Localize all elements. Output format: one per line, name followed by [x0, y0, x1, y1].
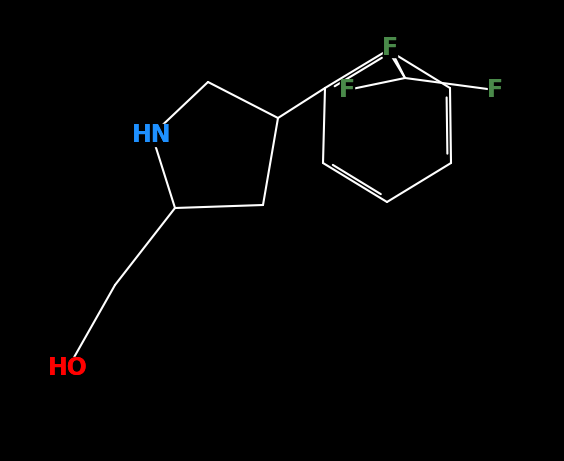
- Text: F: F: [487, 78, 503, 102]
- Text: HN: HN: [132, 123, 172, 147]
- Polygon shape: [340, 81, 354, 99]
- Text: F: F: [339, 78, 355, 102]
- Text: HO: HO: [48, 356, 88, 380]
- Polygon shape: [137, 124, 167, 146]
- Text: HO: HO: [48, 356, 88, 380]
- Text: HN: HN: [132, 123, 172, 147]
- Text: F: F: [487, 78, 503, 102]
- Text: F: F: [339, 78, 355, 102]
- Text: F: F: [382, 36, 398, 60]
- Polygon shape: [383, 39, 397, 57]
- Polygon shape: [488, 81, 502, 99]
- Polygon shape: [53, 357, 83, 379]
- Text: F: F: [382, 36, 398, 60]
